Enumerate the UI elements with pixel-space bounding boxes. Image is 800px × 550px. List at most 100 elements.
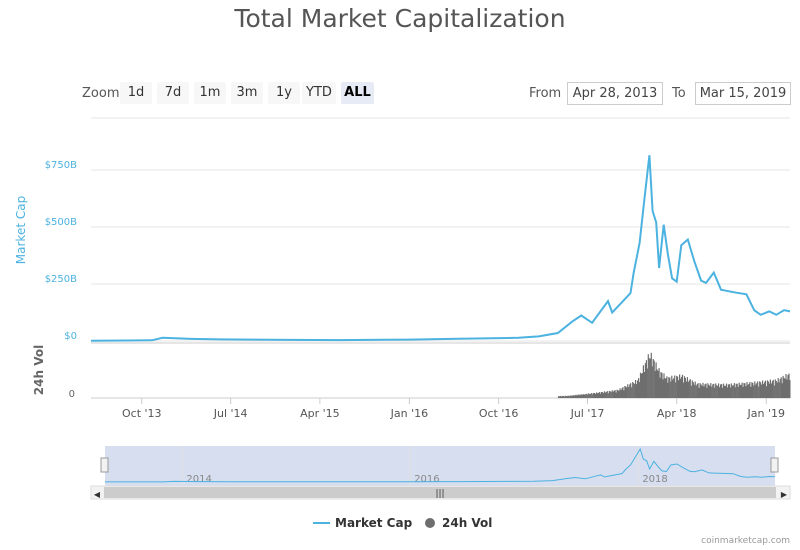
navigator-right-handle[interactable] (770, 457, 779, 473)
volume-bar (690, 385, 692, 398)
volume-bar (695, 385, 697, 398)
volume-bar (568, 396, 570, 398)
volume-bar (614, 390, 616, 398)
y-axis-ticks: $0 $250B $500B $750B (45, 160, 77, 342)
volume-bar (781, 383, 783, 398)
volume-bar (767, 381, 770, 398)
volume-bar (591, 393, 593, 398)
volume-axis-label: 24h Vol (32, 345, 46, 395)
volume-bar (574, 395, 576, 398)
volume-bar (766, 380, 769, 398)
to-date-input[interactable]: Mar 15, 2019 (695, 82, 791, 105)
legend-market-cap-label[interactable]: Market Cap (335, 516, 413, 530)
volume-bar (659, 377, 661, 398)
scroll-left-arrow-icon[interactable]: ◀ (94, 490, 101, 499)
volume-bar (680, 376, 683, 398)
zoom-1m-button[interactable]: 1m (194, 82, 226, 104)
volume-bar (613, 390, 615, 398)
x-tick-label: Oct '16 (479, 407, 519, 420)
volume-bar (736, 383, 738, 398)
volume-bar (751, 382, 753, 398)
from-date-input[interactable]: Apr 28, 2013 (567, 82, 663, 105)
volume-bar (664, 378, 666, 398)
volume-bar (663, 373, 665, 398)
volume-bar (579, 395, 581, 398)
volume-bar (740, 384, 742, 398)
zoom-7d-button[interactable]: 7d (157, 82, 189, 104)
navigator-tick-label: 2016 (414, 474, 439, 485)
volume-bar (763, 384, 765, 398)
volume-bar (713, 383, 715, 398)
volume-bar (749, 382, 751, 398)
navigator[interactable]: 2014 2016 2018 (100, 446, 779, 486)
scrollbar-grip-icon[interactable]: ||| (435, 489, 444, 499)
volume-bar (789, 380, 791, 398)
legend[interactable]: Market Cap 24h Vol (313, 516, 492, 530)
volume-bar (731, 385, 733, 398)
volume-bar (649, 358, 651, 398)
zoom-1y-button[interactable]: 1y (268, 82, 300, 104)
chart-title: Total Market Capitalization (234, 4, 566, 33)
scroll-right-arrow-icon[interactable]: ▶ (781, 490, 788, 499)
navigator-left-handle[interactable] (100, 457, 109, 473)
legend-volume-label[interactable]: 24h Vol (442, 516, 492, 530)
volume-bar (770, 383, 772, 398)
volume-bar (714, 387, 716, 398)
x-axis-ticks: Oct '13 Jul '14 Apr '15 Jan '16 Oct '16 Jul '… (122, 398, 785, 420)
volume-bar (753, 385, 755, 398)
volume-bar (696, 384, 698, 398)
volume-bar (561, 396, 563, 398)
volume-bar (617, 390, 619, 398)
volume-bar (764, 382, 766, 398)
navigator-tick-label: 2018 (642, 474, 667, 485)
volume-bar (730, 383, 732, 398)
volume-bar (606, 391, 608, 398)
volume-bar (564, 395, 566, 398)
volume-bar (638, 378, 640, 398)
x-tick-label: Apr '18 (657, 407, 697, 420)
volume-bar (699, 383, 701, 398)
grid-lines (91, 117, 790, 399)
volume-bar (641, 373, 644, 398)
volume-bar (577, 394, 579, 398)
volume-axis-zero-tick: 0 (69, 389, 75, 400)
volume-bar (681, 374, 684, 398)
volume-bar (612, 391, 614, 398)
volume-bar (609, 391, 611, 398)
y-tick-label: $500B (45, 217, 77, 228)
volume-bar (595, 393, 597, 398)
volume-bar (671, 375, 673, 398)
legend-volume-swatch (425, 518, 435, 528)
credit-link[interactable]: coinmarketcap.com (701, 536, 790, 546)
volume-bar (787, 375, 789, 398)
volume-bar (640, 373, 643, 398)
zoom-ytd-button[interactable]: YTD (302, 82, 336, 104)
zoom-1d-button[interactable]: 1d (120, 82, 152, 104)
volume-bar (646, 368, 648, 398)
volume-bar (643, 372, 645, 398)
volume-bar (562, 395, 564, 398)
volume-bar (634, 383, 636, 398)
volume-bar (701, 385, 703, 398)
zoom-3m-button[interactable]: 3m (231, 82, 263, 104)
volume-bar (585, 393, 587, 398)
volume-bar (717, 385, 719, 398)
volume-bar (721, 384, 723, 398)
volume-bar (697, 383, 699, 398)
zoom-all-button[interactable]: ALL (341, 82, 374, 104)
volume-bar (722, 387, 724, 398)
navigator-scrollbar[interactable]: ◀ ▶ ||| (90, 485, 791, 500)
volume-bar (741, 382, 743, 398)
volume-bar (567, 395, 569, 398)
navigator-selected-range[interactable] (105, 446, 775, 486)
volume-bar (761, 384, 763, 398)
volume-bar (639, 372, 642, 398)
volume-bar (608, 390, 610, 398)
volume-bar (692, 382, 694, 398)
volume-bar (654, 371, 656, 398)
volume-bar (738, 382, 740, 398)
scrollbar-thumb[interactable] (104, 487, 776, 498)
y-tick-label: $750B (45, 160, 77, 171)
volume-bar (686, 377, 688, 398)
